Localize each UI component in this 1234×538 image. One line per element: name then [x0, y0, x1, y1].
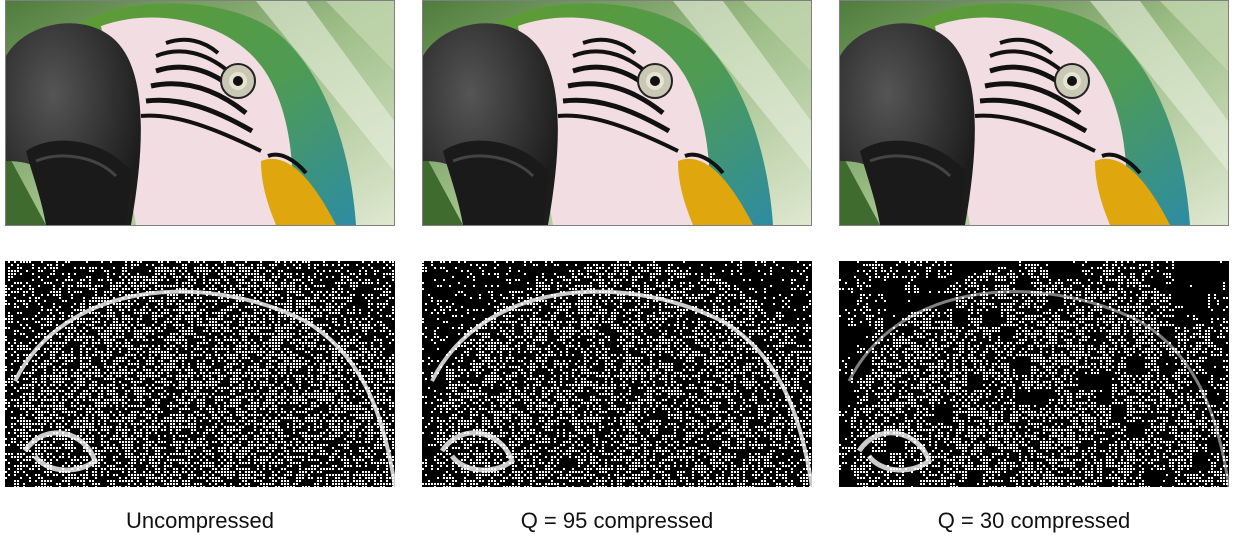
residual-map-image — [422, 261, 812, 487]
parrot-photo — [839, 0, 1229, 226]
parrot-image — [423, 1, 811, 225]
panel-column-uncompressed: Uncompressed — [5, 0, 395, 538]
residual-map-image — [839, 261, 1229, 487]
parrot-image — [6, 1, 394, 225]
panel-caption: Uncompressed — [126, 508, 274, 533]
panel-caption: Q = 30 compressed — [937, 508, 1131, 533]
parrot-photo — [422, 0, 812, 226]
panel-caption: Q = 95 compressed — [520, 508, 714, 533]
residual-map — [5, 261, 395, 487]
parrot-photo — [5, 0, 395, 226]
parrot-image — [840, 1, 1228, 225]
residual-map-image — [5, 261, 395, 487]
residual-map — [839, 261, 1229, 487]
residual-map — [422, 261, 812, 487]
panel-column-q95: Q = 95 compressed — [422, 0, 812, 538]
panel-column-q30: Q = 30 compressed — [839, 0, 1229, 538]
